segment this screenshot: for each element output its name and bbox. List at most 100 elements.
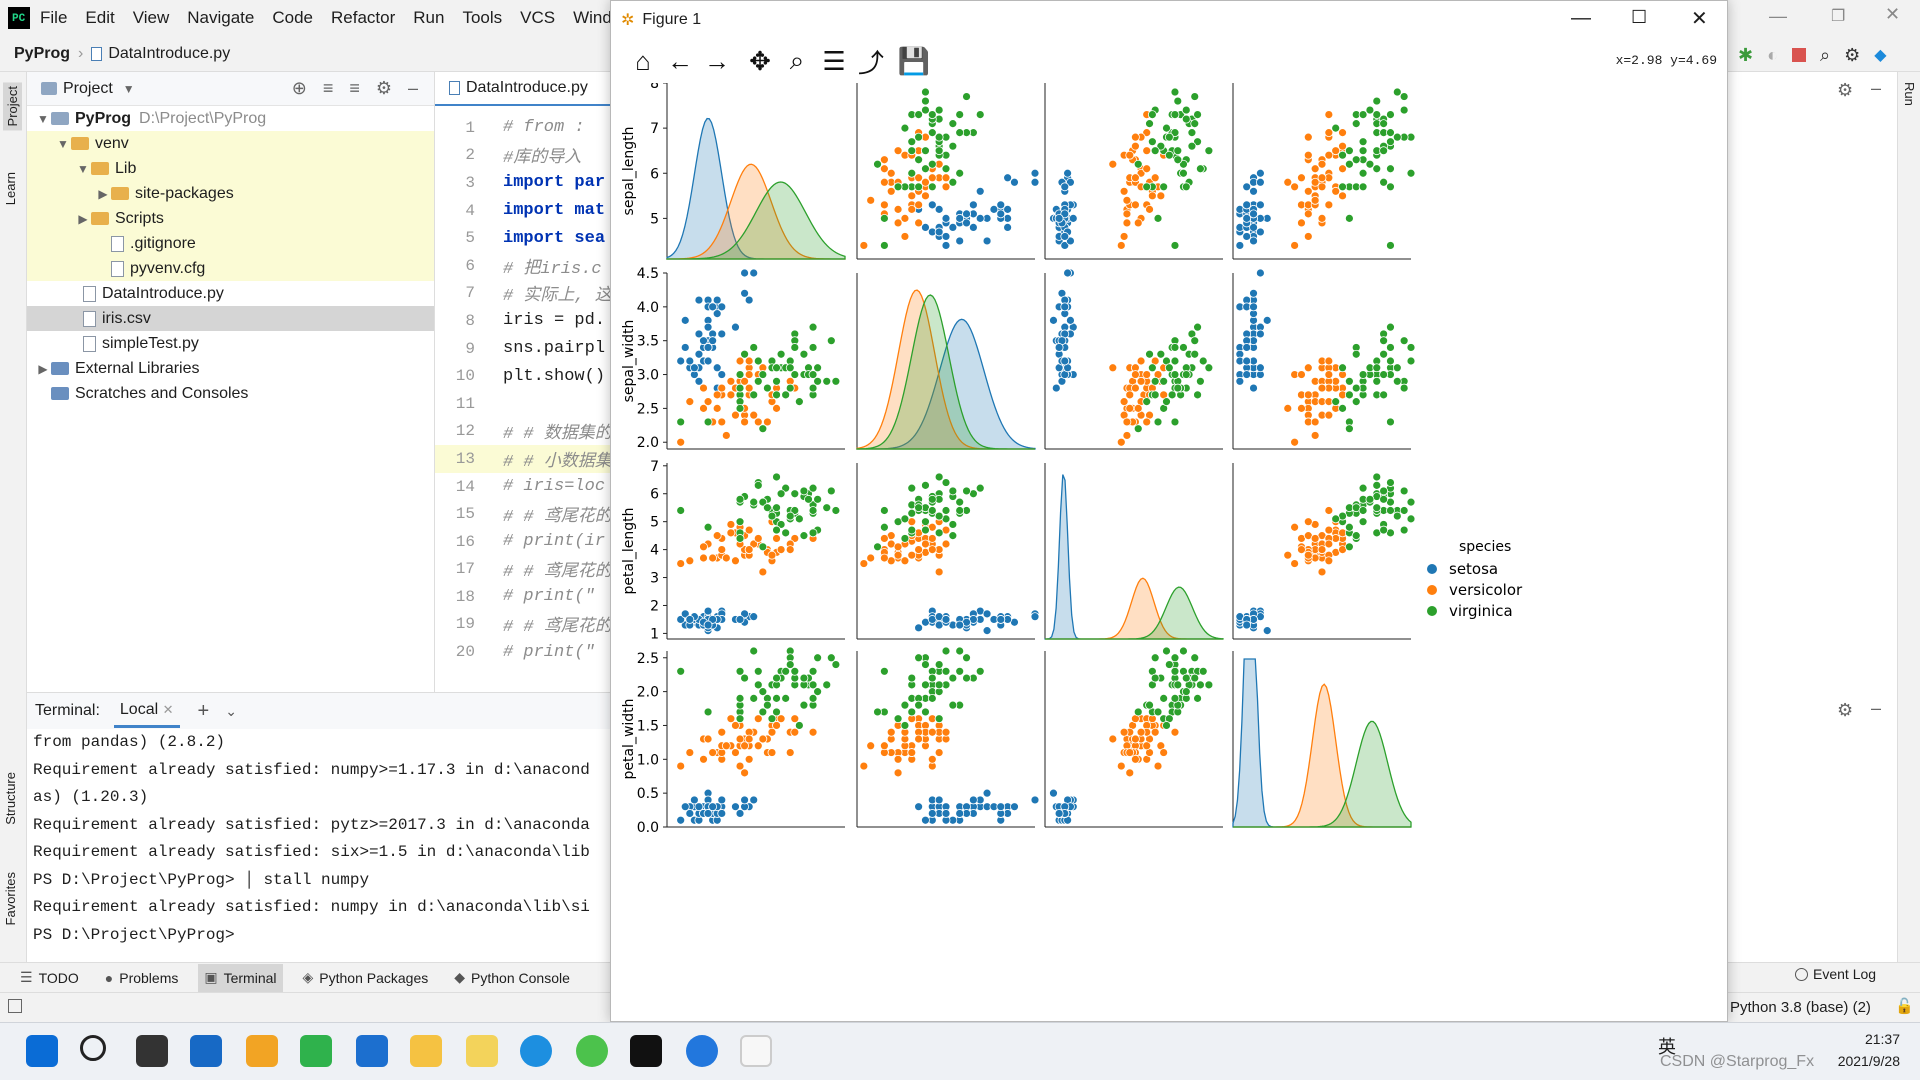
browser-icon[interactable] — [576, 1035, 608, 1067]
edit-curve-icon[interactable]: ⤴ — [857, 47, 884, 78]
interpreter-status[interactable]: Python 3.8 (base) (2) — [1730, 999, 1871, 1016]
expand-chevron-icon[interactable]: ▶ — [98, 186, 108, 201]
menu-view[interactable]: View — [132, 8, 170, 27]
back-icon[interactable]: ← — [667, 45, 693, 76]
lock-icon[interactable]: 🔓 — [1895, 998, 1914, 1015]
gear-icon[interactable]: ⚙ — [1837, 80, 1854, 100]
tree-item[interactable]: iris.csv — [27, 306, 434, 331]
mail-icon[interactable] — [356, 1035, 388, 1067]
event-log-button[interactable]: Event Log — [1795, 966, 1876, 982]
menu-vcs[interactable]: VCS — [520, 8, 556, 27]
minimize-panel-icon[interactable]: – — [1871, 78, 1882, 98]
code-line[interactable]: 16 # print(ir — [435, 528, 614, 556]
expand-chevron-icon[interactable]: ▼ — [37, 111, 49, 126]
settings-icon[interactable]: ⚙ — [1844, 44, 1861, 65]
code-line[interactable]: 18 # print(" — [435, 583, 614, 611]
tree-item[interactable]: ▼ venv — [27, 131, 434, 156]
tool-window-project[interactable]: Project — [3, 82, 22, 131]
minimize-panel-icon[interactable]: – — [1871, 698, 1882, 718]
code-line[interactable]: 5 import sea — [435, 224, 614, 252]
panel-actions-icon[interactable]: ⊕≡≡⚙– — [291, 78, 434, 98]
close-icon[interactable]: ✕ — [162, 701, 174, 717]
tree-item[interactable]: ▼ Lib — [27, 156, 434, 181]
code-line[interactable]: 9 sns.pairpl — [435, 335, 614, 363]
tool-tab-terminal[interactable]: ▣ Terminal — [198, 963, 283, 992]
tree-item[interactable]: pyvenv.cfg — [27, 256, 434, 281]
code-line[interactable]: 7 # 实际上, 这 — [435, 280, 614, 308]
menu-code[interactable]: Code — [272, 8, 313, 27]
tool-window-structure[interactable]: Structure — [3, 772, 18, 825]
search-icon[interactable]: ⌕ — [1819, 44, 1831, 65]
gear-icon[interactable]: ⚙ — [1837, 700, 1854, 720]
stop-icon[interactable] — [1791, 48, 1806, 62]
code-line[interactable]: 1 # from : — [435, 114, 614, 142]
expand-chevron-icon[interactable]: ▶ — [38, 361, 48, 376]
zoom-icon[interactable]: ⌕ — [789, 45, 805, 75]
app-icon[interactable] — [466, 1035, 498, 1067]
project-panel-title[interactable]: Project — [63, 79, 113, 97]
terminal-output[interactable]: from pandas) (2.8.2) Requirement already … — [27, 729, 614, 949]
tree-item[interactable]: simpleTest.py — [27, 331, 434, 356]
edge-icon[interactable] — [520, 1035, 552, 1067]
home-icon[interactable]: ⌂ — [635, 45, 651, 76]
breadcrumb-project[interactable]: PyProg — [14, 44, 71, 62]
code-line[interactable]: 13 # # 小数据集 — [435, 445, 614, 473]
add-terminal-icon[interactable]: + — [197, 699, 210, 722]
search-tool-icon[interactable] — [246, 1035, 278, 1067]
menu-refactor[interactable]: Refactor — [331, 8, 396, 27]
pairplot-canvas[interactable]: 5 6 7 8 sepal_length 2.0 2.5 3.0 3.5 4.0 4.5 sepal_… — [611, 83, 1727, 1023]
tool-tab-problems[interactable]: ● Problems — [99, 964, 185, 992]
configure-icon[interactable]: ☰ — [822, 45, 846, 76]
code-line[interactable]: 10 plt.show() — [435, 362, 614, 390]
expand-chevron-icon[interactable]: ▼ — [77, 161, 89, 176]
tree-item[interactable]: Scratches and Consoles — [27, 381, 434, 406]
editor-tab[interactable]: DataIntroduce.py — [435, 72, 610, 106]
code-line[interactable]: 19 # # 鸢尾花的 — [435, 611, 614, 639]
save-icon[interactable]: 💾 — [897, 45, 931, 76]
pan-icon[interactable]: ✥ — [749, 45, 771, 76]
minimize-icon[interactable]: — — [1571, 7, 1591, 29]
code-line[interactable]: 2 #库的导入 — [435, 142, 614, 170]
widgets-icon[interactable] — [190, 1035, 222, 1067]
maximize-icon[interactable]: ☐ — [1631, 7, 1648, 27]
code-line[interactable]: 17 # # 鸢尾花的 — [435, 556, 614, 584]
close-icon[interactable]: ✕ — [1885, 4, 1901, 24]
code-line[interactable]: 6 # 把iris.c — [435, 252, 614, 280]
ime-indicator[interactable]: 英 — [1658, 1037, 1676, 1057]
code-line[interactable]: 15 # # 鸢尾花的 — [435, 500, 614, 528]
start-icon[interactable] — [26, 1035, 58, 1067]
code-line[interactable]: 11 — [435, 390, 614, 418]
pycharm-icon[interactable] — [630, 1035, 662, 1067]
code-line[interactable]: 14 # iris=loc — [435, 473, 614, 501]
clock-time[interactable]: 21:37 — [1864, 1031, 1900, 1047]
forward-icon[interactable]: → — [704, 45, 730, 76]
tree-item[interactable]: ▶ Scripts — [27, 206, 434, 231]
expand-chevron-icon[interactable]: ▼ — [57, 136, 69, 151]
run-icon[interactable]: ✱ — [1738, 44, 1754, 65]
expand-chevron-icon[interactable]: ▶ — [78, 211, 88, 226]
chevron-down-icon[interactable]: ⌄ — [225, 702, 237, 719]
file-explorer-icon[interactable] — [410, 1035, 442, 1067]
breadcrumb-file[interactable]: DataIntroduce.py — [108, 44, 231, 62]
tree-item[interactable]: ▶ External Libraries — [27, 356, 434, 381]
tree-item[interactable]: DataIntroduce.py — [27, 281, 434, 306]
menu-file[interactable]: File — [40, 8, 68, 27]
tree-item[interactable]: .gitignore — [27, 231, 434, 256]
code-line[interactable]: 12 # # 数据集的 — [435, 418, 614, 446]
tool-tab-python-packages[interactable]: ◈ Python Packages — [297, 964, 435, 992]
search-icon[interactable] — [80, 1035, 106, 1061]
coverage-icon[interactable]: ◐ — [1767, 44, 1778, 65]
tool-window-run[interactable]: Run — [1902, 82, 1917, 106]
clock-date[interactable]: 2021/9/28 — [1837, 1053, 1900, 1069]
tool-window-learn[interactable]: Learn — [3, 172, 18, 206]
restore-icon[interactable]: ❐ — [1831, 8, 1846, 25]
tree-item[interactable]: ▶ site-packages — [27, 181, 434, 206]
code-line[interactable]: 20 # print(" — [435, 638, 614, 666]
code-line[interactable]: 8 iris = pd. — [435, 307, 614, 335]
tool-tab-todo[interactable]: ☰ TODO — [14, 964, 85, 992]
task-view-icon[interactable] — [136, 1035, 168, 1067]
k-app-icon[interactable] — [686, 1035, 718, 1067]
jetbrains-icon[interactable]: ◆ — [1874, 47, 1887, 64]
chevron-down-icon[interactable]: ▼ — [122, 81, 135, 96]
menu-tools[interactable]: Tools — [462, 8, 503, 27]
